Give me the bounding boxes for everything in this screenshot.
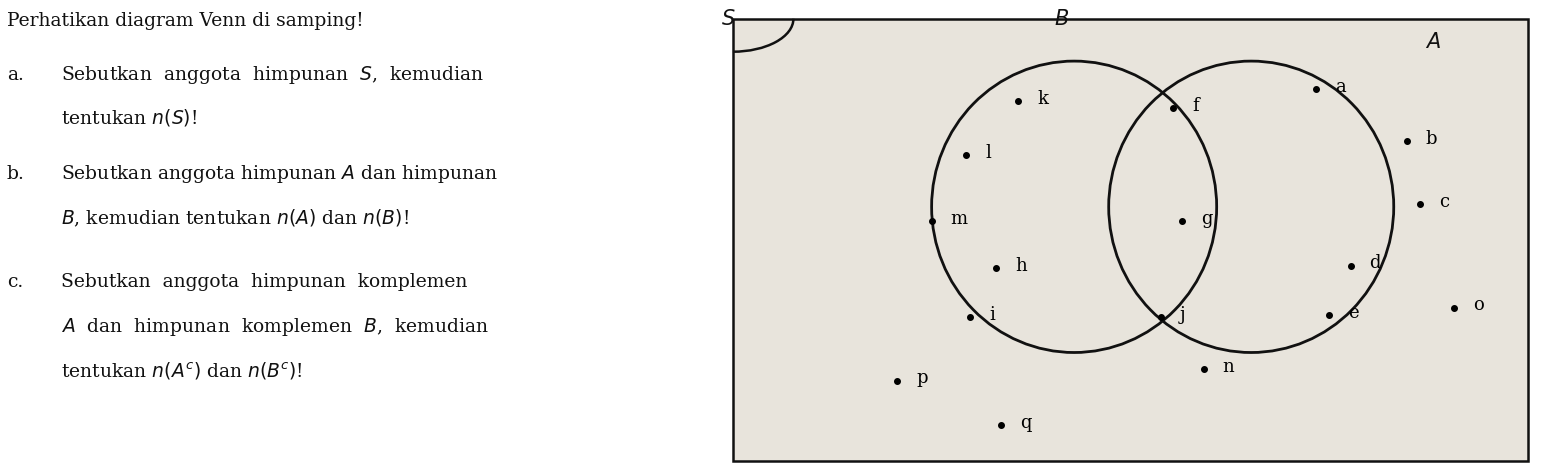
Text: d: d <box>1370 254 1381 272</box>
Text: $S$: $S$ <box>721 9 735 29</box>
Text: p: p <box>916 369 927 387</box>
Text: Sebutkan  anggota  himpunan  komplemen: Sebutkan anggota himpunan komplemen <box>60 273 467 291</box>
Text: Sebutkan anggota himpunan $A$ dan himpunan: Sebutkan anggota himpunan $A$ dan himpun… <box>60 163 498 185</box>
Text: g: g <box>1201 210 1212 227</box>
Text: l: l <box>985 144 991 162</box>
Text: tentukan $n(S)$!: tentukan $n(S)$! <box>60 107 197 128</box>
Text: n: n <box>1223 358 1234 376</box>
Text: $A$: $A$ <box>1424 32 1441 52</box>
Text: b.: b. <box>6 165 25 183</box>
Text: tentukan $n(A^c)$ dan $n(B^c)$!: tentukan $n(A^c)$ dan $n(B^c)$! <box>60 360 302 382</box>
Text: Perhatikan diagram Venn di samping!: Perhatikan diagram Venn di samping! <box>6 12 364 30</box>
Text: a.: a. <box>6 66 23 84</box>
Text: c: c <box>1438 193 1449 211</box>
Text: f: f <box>1192 97 1200 115</box>
Text: m: m <box>950 210 968 227</box>
Text: c.: c. <box>6 273 23 291</box>
Text: b: b <box>1426 130 1437 148</box>
Text: j: j <box>1180 306 1186 324</box>
Text: $A$  dan  himpunan  komplemen  $B$,  kemudian: $A$ dan himpunan komplemen $B$, kemudian <box>60 316 489 337</box>
Text: a: a <box>1334 78 1345 96</box>
Text: Sebutkan  anggota  himpunan  $S$,  kemudian: Sebutkan anggota himpunan $S$, kemudian <box>60 64 485 86</box>
Text: $B$, kemudian tentukan $n(A)$ dan $n(B)$!: $B$, kemudian tentukan $n(A)$ dan $n(B)$… <box>60 208 409 229</box>
Text: $B$: $B$ <box>1054 9 1068 29</box>
Text: k: k <box>1037 90 1048 108</box>
Text: h: h <box>1015 257 1028 274</box>
FancyBboxPatch shape <box>732 19 1528 461</box>
Text: e: e <box>1348 304 1359 321</box>
Text: q: q <box>1020 414 1031 432</box>
Text: i: i <box>989 306 995 324</box>
Text: o: o <box>1474 297 1485 314</box>
